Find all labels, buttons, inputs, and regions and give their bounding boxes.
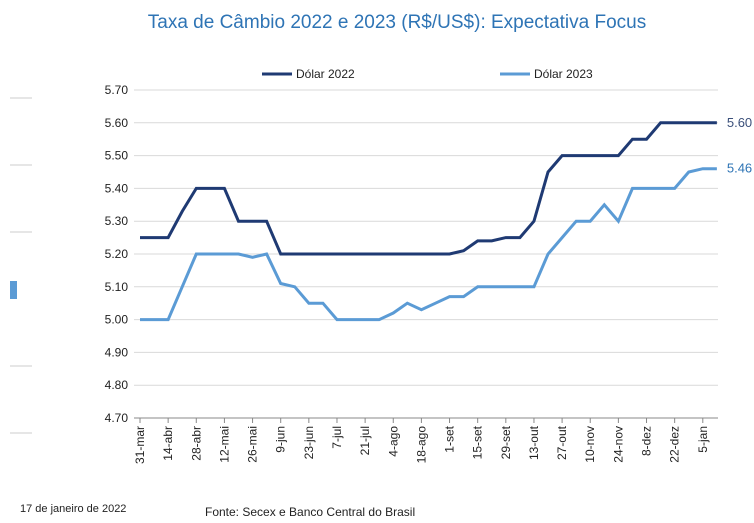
x-tick-label: 26-mai — [246, 426, 260, 463]
value-label: 5.46 — [727, 161, 752, 176]
x-tick-label: 23-jun — [302, 426, 316, 459]
x-tick-label: 4-ago — [386, 426, 400, 457]
x-tick-label: 8-dez — [640, 426, 654, 456]
source: Fonte: Secex e Banco Central do Brasil — [205, 505, 415, 518]
x-tick-label: 29-set — [499, 425, 513, 459]
chart-title: Taxa de Câmbio 2022 e 2023 (R$/US$): Exp… — [148, 12, 647, 33]
series-line — [140, 121, 717, 256]
date-note: 17 de janeiro de 2022 — [20, 503, 126, 515]
y-tick-label: 5.50 — [105, 149, 129, 163]
y-tick-label: 5.10 — [105, 280, 129, 294]
y-tick-label: 5.00 — [105, 313, 129, 327]
x-tick-label: 9-jun — [274, 426, 288, 453]
x-tick-label: 7-jul — [330, 426, 344, 449]
legend-label: Dólar 2022 — [296, 67, 355, 81]
y-tick-label: 4.90 — [105, 345, 129, 359]
x-tick-label: 24-nov — [611, 426, 625, 463]
y-tick-label: 5.20 — [105, 247, 129, 261]
y-tick-label: 5.60 — [105, 116, 129, 130]
x-tick-label: 14-abr — [161, 426, 175, 461]
y-tick-label: 5.40 — [105, 181, 129, 195]
x-tick-label: 10-nov — [583, 426, 597, 463]
y-tick-label: 4.80 — [105, 378, 129, 392]
x-tick-label: 12-mai — [217, 426, 231, 463]
x-tick-label: 15-set — [471, 425, 485, 459]
x-tick-label: 31-mar — [133, 426, 147, 464]
legend-label: Dólar 2023 — [534, 67, 593, 81]
y-tick-label: 5.70 — [105, 83, 129, 97]
x-tick-label: 13-out — [527, 425, 541, 460]
x-tick-label: 22-dez — [668, 426, 682, 463]
x-tick-label: 5-jan — [696, 426, 710, 453]
y-tick-label: 4.70 — [105, 411, 129, 425]
x-tick-label: 21-jul — [358, 426, 372, 455]
x-tick-label: 27-out — [555, 425, 569, 460]
series-line — [140, 167, 717, 322]
value-label: 5.60 — [727, 115, 752, 130]
left-artifacts — [10, 97, 32, 434]
x-tick-label: 18-ago — [414, 426, 428, 464]
y-tick-label: 5.30 — [105, 214, 129, 228]
x-tick-label: 28-abr — [189, 426, 203, 461]
x-tick-label: 1-set — [443, 425, 457, 452]
